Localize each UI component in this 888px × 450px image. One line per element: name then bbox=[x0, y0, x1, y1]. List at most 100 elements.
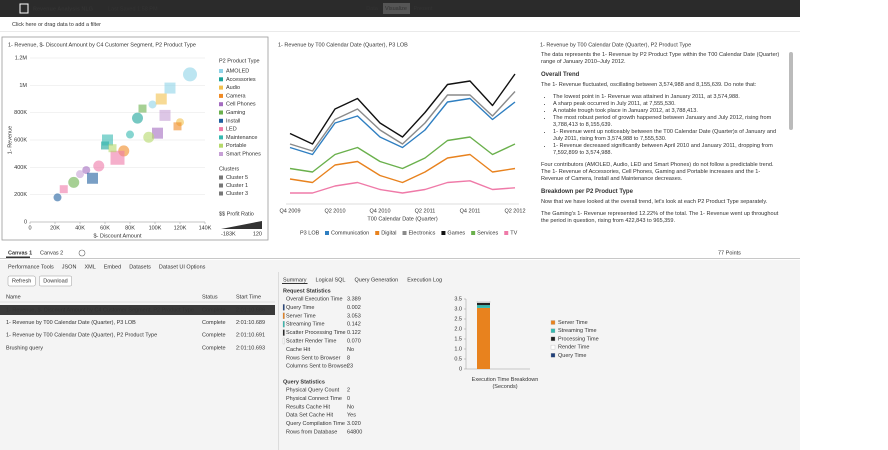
legend-swatch bbox=[375, 231, 380, 235]
divider bbox=[278, 272, 279, 450]
tools-tab[interactable]: Embed bbox=[104, 264, 121, 270]
title-line: Execution Time Breakdown bbox=[472, 377, 539, 383]
stat-value: 64800 bbox=[347, 429, 362, 435]
x-tick-label: 140K bbox=[199, 225, 212, 231]
stat-value: No bbox=[347, 347, 354, 353]
y-tick-label: 1.2M bbox=[15, 55, 28, 61]
stat-label: Rows from Database bbox=[286, 429, 337, 435]
point bbox=[159, 109, 171, 121]
button-label[interactable]: Download bbox=[43, 278, 67, 284]
narrative-panel: The data represents the 1- Revenue by P2… bbox=[541, 52, 784, 240]
bullet: A sharp peak occurred in July 2011, at 7… bbox=[553, 101, 784, 108]
mode-tab[interactable]: Data bbox=[366, 6, 379, 12]
legend-label: Cluster 3 bbox=[226, 191, 248, 197]
x-tick-label: Q2 2012 bbox=[504, 208, 525, 214]
detail-tab[interactable]: Query Generation bbox=[355, 277, 399, 283]
bullet: 1- Revenue decreased significantly betwe… bbox=[553, 143, 784, 157]
point bbox=[59, 185, 68, 194]
legend-swatch bbox=[219, 102, 223, 107]
point bbox=[108, 144, 117, 153]
point bbox=[76, 170, 84, 179]
legend-shape bbox=[219, 175, 223, 180]
detail-tab[interactable]: Logical SQL bbox=[316, 277, 346, 283]
legend-swatch bbox=[219, 135, 223, 140]
table-cell[interactable]: 2:01:10.689 bbox=[236, 320, 265, 326]
table-cell[interactable]: Complete bbox=[202, 307, 226, 313]
legend-label: Render Time bbox=[558, 345, 590, 351]
tools-tab[interactable]: Performance Tools bbox=[8, 264, 54, 270]
x-tick-label: Q4 2009 bbox=[279, 208, 300, 214]
paragraph: The data represents the 1- Revenue by P2… bbox=[541, 52, 780, 65]
legend-swatch bbox=[219, 85, 223, 90]
table-cell[interactable]: Complete bbox=[202, 345, 226, 351]
button-label[interactable]: Refresh bbox=[12, 278, 31, 284]
legend-label: Electronics bbox=[409, 230, 436, 236]
legend-label: 120 bbox=[253, 231, 262, 237]
stat-label: Overall Execution Time bbox=[286, 296, 343, 302]
stat-value: 3.020 bbox=[347, 421, 361, 427]
series-line bbox=[289, 73, 516, 145]
table-cell[interactable]: 2:01:10.686 bbox=[236, 307, 265, 313]
x-tick-label: 20K bbox=[50, 225, 60, 231]
stat-label: Scatter Render Time bbox=[286, 338, 336, 344]
legend-swatch bbox=[550, 328, 556, 333]
legend-swatch bbox=[550, 353, 556, 358]
y-tick-label: 200K bbox=[14, 192, 27, 198]
point bbox=[155, 93, 167, 105]
legend-label: Accessories bbox=[226, 77, 256, 83]
point bbox=[68, 176, 80, 188]
column-header: Start Time bbox=[236, 294, 261, 300]
legend-swatch bbox=[219, 69, 223, 73]
canvas-tab[interactable]: Canvas 2 bbox=[40, 250, 63, 256]
legend-swatch bbox=[504, 231, 509, 235]
mode-tab[interactable]: Present bbox=[414, 6, 433, 12]
legend-label: Processing Time bbox=[558, 336, 599, 342]
legend-label: Streaming Time bbox=[558, 328, 597, 334]
table-cell[interactable]: 1- Revenue by T00 Calendar Date (Quarter… bbox=[6, 320, 136, 326]
tools-tab[interactable]: XML bbox=[84, 264, 95, 270]
detail-tab[interactable]: Execution Log bbox=[407, 277, 442, 283]
y-tick-label: 1.0 bbox=[454, 346, 462, 352]
detail-tab[interactable]: Summary bbox=[283, 277, 307, 283]
heading: Overall Trend bbox=[541, 72, 580, 78]
button[interactable] bbox=[7, 275, 36, 287]
tools-tab[interactable]: JSON bbox=[62, 264, 77, 270]
point bbox=[173, 122, 182, 131]
bottom-panel bbox=[0, 260, 800, 450]
series-line bbox=[289, 97, 516, 156]
table-cell[interactable]: 2:01:10.693 bbox=[236, 345, 265, 351]
table-cell[interactable]: Complete bbox=[202, 320, 226, 326]
table-cell[interactable]: 2:01:10.691 bbox=[236, 333, 265, 339]
bullet: The lowest point in 1- Revenue was attai… bbox=[553, 94, 784, 101]
table-cell[interactable]: 1- Revenue, $- Discount Amount by C4 Cus… bbox=[6, 307, 194, 313]
stat-label: Query Compilation Time bbox=[286, 421, 345, 427]
tools-tab[interactable]: Dataset UI Options bbox=[159, 264, 206, 270]
point bbox=[110, 150, 125, 165]
y-tick-label: 3.5 bbox=[454, 296, 462, 302]
y-tick-label: 2.5 bbox=[454, 316, 462, 322]
button[interactable] bbox=[39, 275, 72, 287]
stat-value: No bbox=[347, 404, 354, 410]
legend-shape bbox=[219, 191, 223, 196]
legend-swatch bbox=[219, 77, 223, 82]
table-cell[interactable]: 1- Revenue by T00 Calendar Date (Quarter… bbox=[6, 333, 157, 339]
stat-value: 3.053 bbox=[347, 313, 361, 319]
table-cell[interactable]: Complete bbox=[202, 333, 226, 339]
add-canvas[interactable] bbox=[78, 249, 86, 257]
legend-label: Server Time bbox=[558, 320, 588, 326]
selected-row bbox=[0, 305, 275, 315]
mode-tab[interactable]: Visualize bbox=[385, 6, 407, 12]
point bbox=[132, 112, 143, 124]
bullet: The most robust period of growth happene… bbox=[553, 115, 784, 129]
legend-swatch bbox=[471, 231, 476, 235]
stat-label: Data Set Cache Hit bbox=[286, 413, 334, 419]
canvas-tab[interactable]: Canvas 1 bbox=[8, 250, 32, 256]
legend-swatch bbox=[219, 127, 223, 132]
point bbox=[87, 172, 98, 184]
table-cell[interactable]: Brushing query bbox=[6, 345, 43, 351]
tools-tab[interactable]: Datasets bbox=[129, 264, 151, 270]
y-tick-label: 3.0 bbox=[454, 306, 462, 312]
series-line bbox=[290, 180, 516, 194]
legend-label: Smart Phones bbox=[226, 151, 261, 157]
active-tab-underline bbox=[282, 283, 308, 284]
